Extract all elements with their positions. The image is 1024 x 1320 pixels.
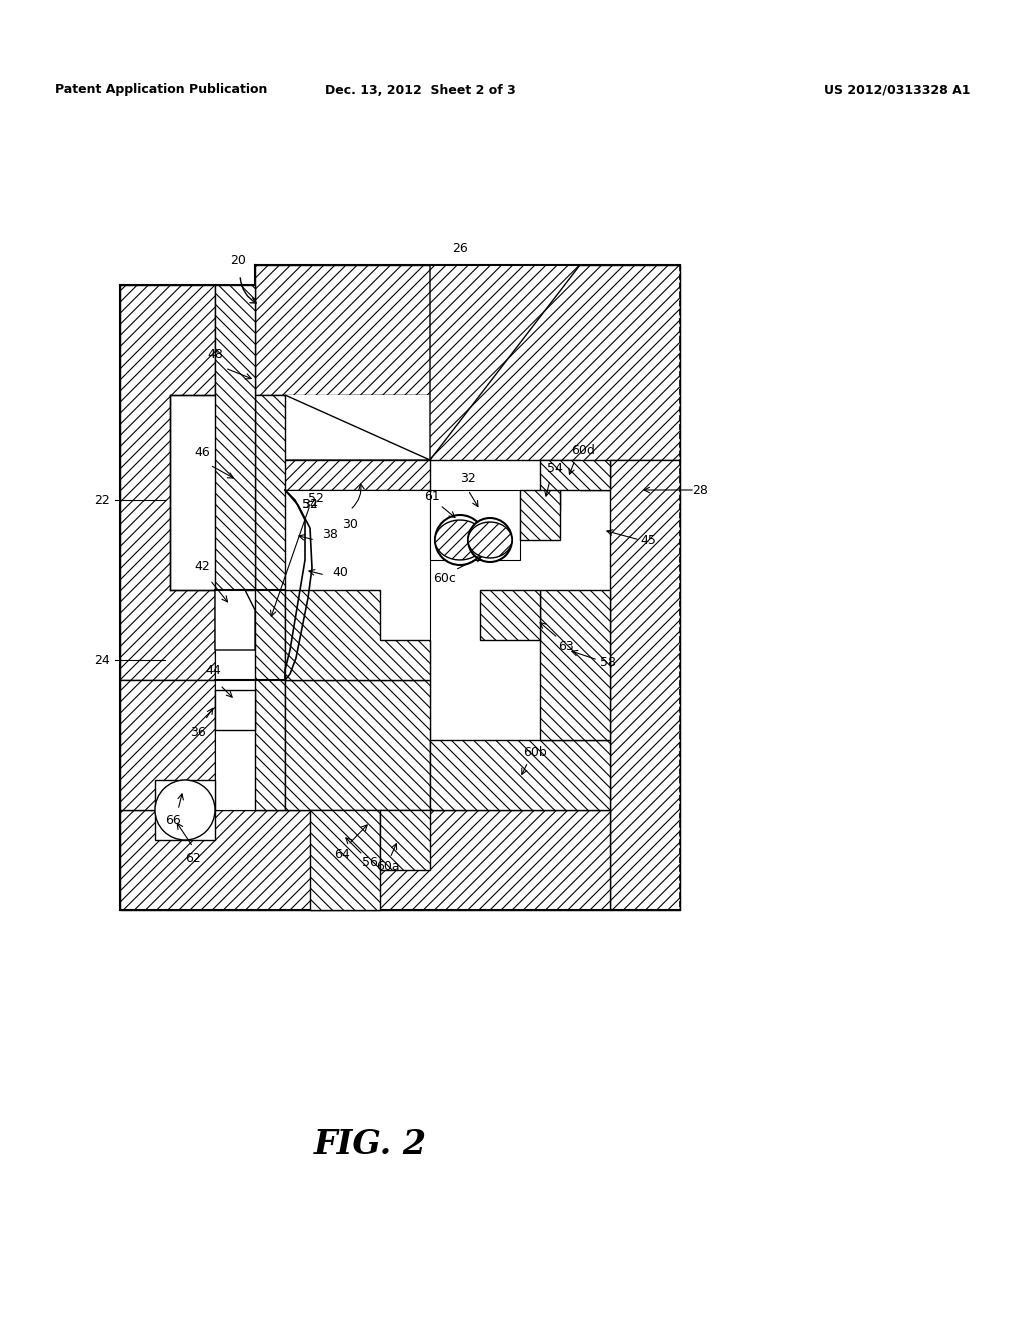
Text: 64: 64 [334,849,350,862]
Polygon shape [215,285,255,590]
Polygon shape [468,521,512,558]
Text: 32: 32 [460,471,476,484]
Text: 54: 54 [547,462,563,474]
Text: 24: 24 [94,653,110,667]
Polygon shape [540,590,610,741]
Text: 42: 42 [195,561,210,573]
Text: 60b: 60b [523,747,547,759]
Polygon shape [430,265,580,459]
Polygon shape [285,590,430,680]
Polygon shape [285,395,430,459]
Circle shape [468,517,512,562]
Polygon shape [120,680,215,810]
Polygon shape [285,680,430,810]
Polygon shape [380,810,430,870]
Text: 60a: 60a [376,861,399,874]
Text: US 2012/0313328 A1: US 2012/0313328 A1 [823,83,970,96]
Polygon shape [610,459,680,909]
Text: 58: 58 [600,656,616,669]
Text: 40: 40 [332,565,348,578]
Polygon shape [255,395,285,810]
Circle shape [155,780,215,840]
Polygon shape [120,810,610,909]
Polygon shape [480,590,540,640]
Polygon shape [430,741,610,810]
Polygon shape [255,395,430,459]
Text: 20: 20 [230,253,246,267]
Polygon shape [255,265,680,490]
Polygon shape [340,395,430,459]
Text: 22: 22 [94,494,110,507]
Text: 52: 52 [302,499,317,511]
Polygon shape [430,490,520,560]
Polygon shape [540,459,610,510]
Polygon shape [120,285,215,680]
Text: 44: 44 [205,664,221,676]
Polygon shape [215,690,255,730]
Text: 30: 30 [342,519,358,532]
Text: 34: 34 [302,499,317,511]
Text: FIG. 2: FIG. 2 [313,1129,427,1162]
Polygon shape [215,590,255,649]
Text: Dec. 13, 2012  Sheet 2 of 3: Dec. 13, 2012 Sheet 2 of 3 [325,83,515,96]
Polygon shape [435,520,485,560]
Polygon shape [255,395,430,459]
Polygon shape [155,780,215,840]
Polygon shape [285,395,430,459]
Polygon shape [215,490,430,810]
Polygon shape [520,490,560,540]
Text: 38: 38 [323,528,338,541]
Text: 45: 45 [640,533,656,546]
Text: 62: 62 [185,851,201,865]
Text: 61: 61 [424,490,440,503]
Text: 46: 46 [195,446,210,458]
Text: 36: 36 [190,726,206,739]
Text: 66: 66 [165,813,181,826]
Text: 52: 52 [308,491,324,504]
Polygon shape [310,810,380,909]
Text: 60c: 60c [433,572,457,585]
Circle shape [435,515,485,565]
Text: 63: 63 [558,640,573,653]
Text: 26: 26 [453,242,468,255]
Text: 28: 28 [692,483,708,496]
Text: 60d: 60d [571,444,595,457]
Text: Patent Application Publication: Patent Application Publication [55,83,267,96]
Text: 48: 48 [207,347,223,360]
Text: 56: 56 [362,855,378,869]
